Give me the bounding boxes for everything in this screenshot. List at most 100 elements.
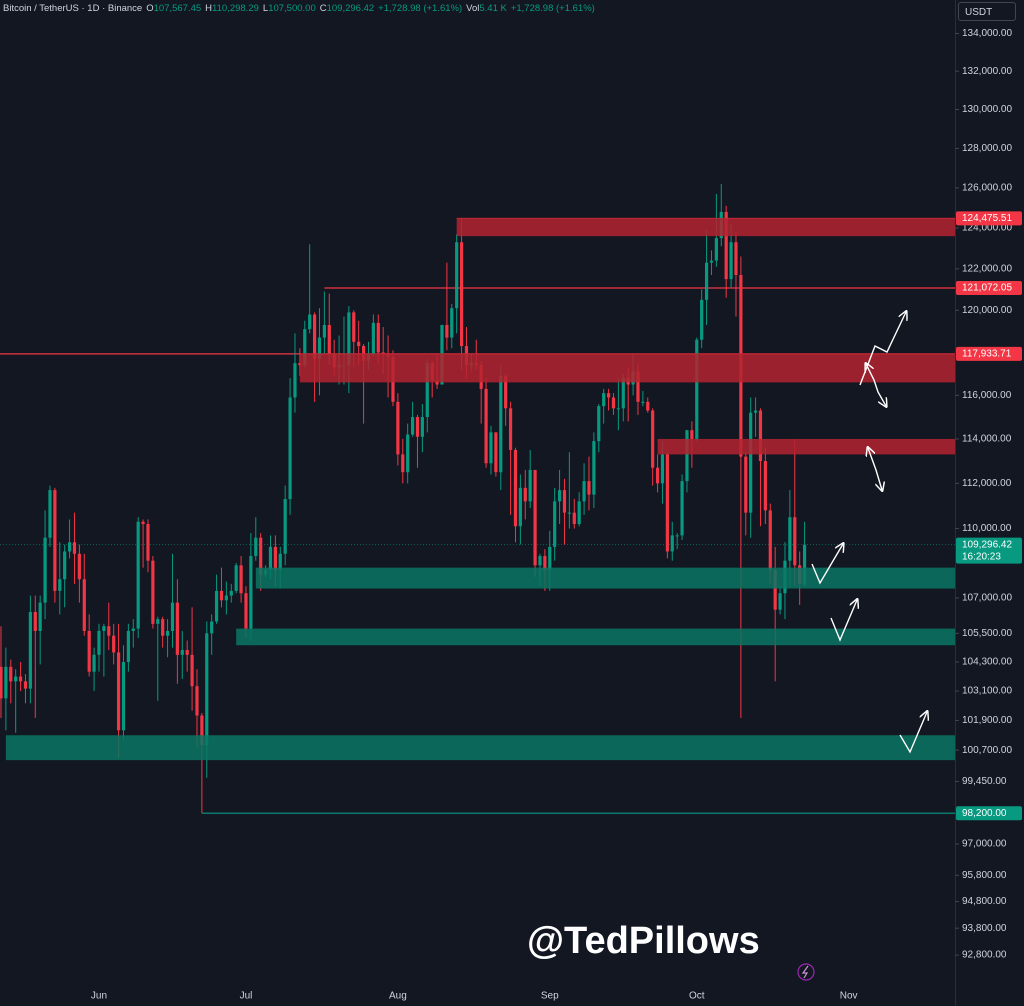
lightning-icon[interactable] bbox=[797, 963, 815, 981]
candle-body bbox=[459, 242, 464, 347]
candle-body bbox=[401, 454, 405, 473]
candle-body bbox=[660, 454, 665, 484]
candle-body bbox=[156, 619, 160, 624]
candle-body bbox=[567, 512, 571, 514]
candle-body bbox=[592, 441, 596, 495]
y-tick-label: 100,700.00 bbox=[962, 745, 1012, 756]
candle-body bbox=[190, 654, 194, 687]
field-key: O bbox=[146, 3, 154, 14]
candle-body bbox=[582, 481, 586, 502]
candle-body bbox=[116, 652, 121, 731]
candle-body bbox=[655, 467, 660, 484]
currency-button[interactable]: USDT bbox=[958, 2, 1016, 21]
y-tick-label: 120,000.00 bbox=[962, 305, 1012, 316]
candle-body bbox=[151, 560, 155, 624]
plot-area bbox=[0, 183, 955, 814]
candle-body bbox=[312, 314, 317, 359]
candle-body bbox=[763, 461, 767, 511]
candle-body bbox=[205, 633, 209, 746]
candle-body bbox=[53, 490, 57, 591]
candle-body bbox=[107, 626, 111, 636]
candle-body bbox=[415, 417, 420, 437]
candle-body bbox=[185, 650, 189, 655]
candle-body bbox=[229, 590, 233, 596]
y-tick-label: 94,800.00 bbox=[962, 896, 1007, 907]
candle-body bbox=[308, 314, 312, 330]
candle-body bbox=[357, 341, 361, 347]
candle-body bbox=[180, 650, 184, 655]
x-tick-label: Aug bbox=[389, 991, 407, 1002]
candle-body bbox=[293, 363, 297, 398]
candle-body bbox=[33, 612, 37, 631]
candle-body bbox=[170, 602, 175, 631]
candle-body bbox=[200, 715, 204, 746]
candle-body bbox=[219, 590, 224, 601]
y-tick-label: 122,000.00 bbox=[962, 263, 1012, 274]
arrow bbox=[830, 600, 857, 642]
candle-body bbox=[572, 512, 576, 524]
field-value: 109,296.42 bbox=[326, 3, 375, 14]
candle-body bbox=[352, 312, 356, 342]
candle-body bbox=[102, 626, 106, 631]
candle-body bbox=[543, 556, 547, 570]
candle-body bbox=[43, 537, 47, 603]
field-key: C bbox=[319, 3, 327, 14]
candle-body bbox=[23, 681, 28, 689]
candle-body bbox=[77, 553, 81, 580]
candle-body bbox=[268, 546, 273, 570]
candle-body bbox=[136, 521, 140, 629]
zone bbox=[255, 567, 955, 589]
candle-body bbox=[87, 630, 91, 672]
candle-body bbox=[557, 490, 562, 502]
candle-body bbox=[602, 393, 606, 407]
zone bbox=[236, 628, 955, 646]
candle-body bbox=[606, 393, 611, 398]
candle-body bbox=[504, 375, 508, 409]
candle-body bbox=[371, 322, 375, 355]
candle-body bbox=[420, 417, 424, 437]
y-tick-label: 116,000.00 bbox=[962, 390, 1012, 401]
lightning-glyph bbox=[801, 965, 809, 979]
candle-body bbox=[4, 666, 8, 699]
price-tag bbox=[956, 806, 1022, 821]
field-key: H bbox=[205, 3, 213, 14]
y-tick-label: 124,000.00 bbox=[962, 223, 1012, 234]
candle-body bbox=[14, 676, 18, 682]
candle-body bbox=[513, 449, 518, 527]
candle-body bbox=[749, 412, 753, 513]
candle-body bbox=[758, 410, 763, 462]
candle-body bbox=[48, 490, 52, 538]
candle-body bbox=[587, 481, 591, 495]
y-tick-label: 107,000.00 bbox=[962, 593, 1012, 604]
candle-body bbox=[641, 401, 645, 403]
price-tag bbox=[956, 346, 1022, 361]
candle-body bbox=[317, 337, 322, 359]
candle-body bbox=[768, 510, 772, 570]
candle-body bbox=[611, 397, 616, 409]
candle-body bbox=[126, 630, 130, 663]
candle-body bbox=[259, 537, 263, 575]
candle-body bbox=[58, 579, 62, 591]
candle-body bbox=[484, 388, 488, 464]
arrow bbox=[811, 544, 843, 585]
candle-body bbox=[112, 635, 116, 653]
candle-body bbox=[165, 630, 170, 636]
candle-body bbox=[508, 408, 513, 450]
candle-body bbox=[322, 324, 326, 338]
candle-body bbox=[616, 408, 620, 410]
candle-body bbox=[303, 329, 307, 366]
candle-body bbox=[597, 406, 601, 442]
x-tick-label: Nov bbox=[840, 991, 858, 1002]
zone bbox=[5, 735, 955, 761]
candle-body bbox=[146, 523, 150, 561]
candle-body bbox=[210, 621, 214, 634]
symbol[interactable]: Bitcoin / TetherUS · 1D · Binance bbox=[3, 3, 143, 14]
candle-body bbox=[224, 595, 228, 601]
candle-body bbox=[97, 630, 101, 655]
candle-body bbox=[709, 260, 714, 263]
price-tag-label: 98,200.00 bbox=[962, 808, 1007, 819]
candle-body bbox=[455, 242, 459, 309]
candle-body bbox=[445, 324, 449, 338]
candle-body bbox=[435, 380, 439, 385]
